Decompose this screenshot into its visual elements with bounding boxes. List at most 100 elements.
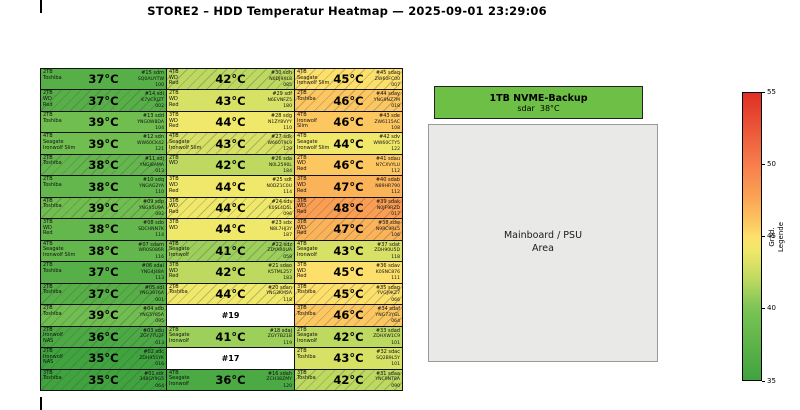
hdd-capacity-model: 3TB WD Red xyxy=(169,111,179,130)
colorbar: 55 50 45 40 35 xyxy=(742,88,776,384)
mainboard-psu-label: Mainboard / PSU Area xyxy=(503,230,583,254)
hdd-cell-meta: #28 sdg N1ZY8VYY 110 xyxy=(268,113,292,131)
hdd-cell: 2TB Ironwolf NAS 35°C #02 sdc ZDH955YK 0… xyxy=(41,348,167,370)
hdd-cell-meta: #01 sdr 34BGY9G5 064 xyxy=(140,371,164,389)
colorbar-tick-label: 35 xyxy=(767,376,776,385)
hdd-cell: 2TB Ironwolf NAS 36°C #03 sdu ZGY77U2F 0… xyxy=(41,326,167,349)
hdd-slot-device: #04 sdb xyxy=(142,306,164,313)
hdd-hours: 096 xyxy=(283,211,292,217)
hdd-hours: 119 xyxy=(283,340,292,346)
hdd-slot-device: #26 sda xyxy=(271,155,292,162)
hdd-capacity-model: 3TB WD Red xyxy=(297,262,307,280)
hdd-hours: 090 xyxy=(391,383,400,389)
hdd-slot-device: #21 sdao xyxy=(267,263,292,270)
hdd-hours: 111 xyxy=(391,276,400,282)
hdd-cell: 4TB Toshiba 39°C #09 sdp YNGX5U9A 092 xyxy=(41,197,167,220)
hdd-hours: 122 xyxy=(391,147,400,153)
hdd-hours: 106 xyxy=(391,233,400,239)
figure-title: STORE2 – HDD Temperatur Heatmap — 2025-0… xyxy=(147,4,547,18)
hdd-temp: 43°C xyxy=(215,136,246,151)
hdd-temp: 35°C xyxy=(88,351,119,366)
hdd-hours: 183 xyxy=(283,276,292,282)
hdd-capacity-model: 2TB Toshiba xyxy=(43,283,62,296)
hdd-serial: N6EVNFZ5 xyxy=(267,98,292,104)
hdd-serial: N0L2590L xyxy=(268,162,292,168)
hdd-hours: 101 xyxy=(391,362,400,368)
hdd-temp: 37°C xyxy=(88,265,119,280)
hdd-cell: 3TB WD Red 42°C #21 sdao K5TML257 183 xyxy=(167,262,295,284)
hdd-serial: N0JF9RZD xyxy=(376,205,400,211)
hdd-cell-meta: #35 sdag YVGJ9KZ7 066 xyxy=(376,285,400,303)
hdd-cell: 3TB Toshiba 45°C #35 sdag YVGJ9KZ7 066 xyxy=(295,283,403,306)
hdd-cell-meta: #25 sdt N0DZ1C0U 114 xyxy=(267,177,292,195)
hdd-cell-meta: #04 sdb YNG5Y85A 095 xyxy=(139,306,164,324)
hdd-hours: 064 xyxy=(155,383,164,389)
hdd-serial: ZGY7B21B xyxy=(267,334,292,340)
hdd-temp: 45°C xyxy=(333,72,364,87)
colorbar-tick xyxy=(762,380,765,382)
hdd-cell: 4TB Seagate Ironwolf 36°C #16 sdah ZCH38… xyxy=(167,369,295,391)
hdd-capacity-model: 2TB Toshiba xyxy=(297,90,316,103)
hdd-slot-device: #33 sdad xyxy=(375,327,400,334)
hdd-cell-meta: #33 sdad ZDHXW1C9 101 xyxy=(373,328,400,346)
hdd-capacity-model: 2TB WD Red xyxy=(297,154,307,173)
hdd-serial: YNG0W8DA xyxy=(137,119,164,125)
hdd-cell: 3TB Toshiba 35°C #01 sdr 34BGY9G5 064 xyxy=(41,369,167,391)
hdd-slot-device: #07 sdam xyxy=(138,241,164,248)
hdd-slot-device: #08 sdo xyxy=(143,220,164,227)
colorbar-title: Grad. Legende xyxy=(768,221,785,253)
hdd-temp: 37°C xyxy=(88,72,119,87)
hdd-hours: 116 xyxy=(155,254,164,260)
hdd-cell-meta: #40 sdab N89HR790 112 xyxy=(375,177,400,195)
hdd-hours: 058 xyxy=(283,254,292,260)
hdd-temp: 43°C xyxy=(215,93,246,108)
hdd-cell: 3TB WD Red 38°C #08 sdo SDCHNN7K 114 xyxy=(41,219,167,241)
hdd-serial: N9RC9RL5 xyxy=(375,226,400,232)
hdd-cell: 2TB WD Red 46°C #41 sdau N7CXVYLU 112 xyxy=(295,154,403,177)
hdd-slot-device: #34 sdaf xyxy=(377,306,400,313)
hdd-hours: 112 xyxy=(391,190,400,196)
empty-slot-number: #17 xyxy=(221,353,240,363)
hdd-cell: 2TB Toshiba 37°C #15 sdm SQ0AUYTW 100 xyxy=(41,69,167,91)
hdd-temp: 42°C xyxy=(333,329,364,344)
colorbar-tick xyxy=(762,91,765,93)
hdd-cell: 4TB Seagate Ironwolf Slim 43°C #27 sdk W… xyxy=(167,133,295,155)
hdd-cell-meta: #12 sdn WW60CK42 121 xyxy=(137,134,164,152)
hdd-serial: YNG3976A xyxy=(139,291,164,297)
hdd-capacity-model: 2TB WD Red xyxy=(169,90,179,108)
hdd-serial: K7VCRJZT xyxy=(141,98,164,104)
hdd-hours: 110 xyxy=(155,190,164,196)
hdd-cell-meta: #37 sdat ZDH90U5D 118 xyxy=(374,242,400,260)
hdd-temp: 44°C xyxy=(215,201,246,216)
hdd-capacity-model: 4TB WD Red xyxy=(169,69,179,87)
hdd-serial: ZGY77U2F xyxy=(139,334,164,340)
hdd-cell: 3TB WD Red 44°C #28 sdg N1ZY8VYY 110 xyxy=(167,111,295,134)
hdd-slot-device: #12 sdn xyxy=(142,134,164,141)
hdd-serial: YVGJ9KZ7 xyxy=(377,291,400,297)
hdd-temp: 45°C xyxy=(333,286,364,301)
hdd-capacity-model: 2TB WD xyxy=(169,154,179,167)
hdd-slot-device: #20 sdan xyxy=(267,284,292,291)
hdd-serial: N7CXVYLU xyxy=(375,162,400,168)
hdd-temp: 48°C xyxy=(333,201,364,216)
hdd-hours: 002 xyxy=(155,104,164,110)
hdd-cell: 4TB Seagate Ironwolf Slim 45°C #45 sdaq … xyxy=(295,69,403,91)
hdd-slot-device: #31 sdaa xyxy=(375,370,400,377)
hdd-slot-device: #45 sdaq xyxy=(375,70,400,76)
hdd-serial: WR0S086R xyxy=(138,248,164,254)
hdd-cell: 3TB WD Red 47°C #40 sdab N89HR790 112 xyxy=(295,176,403,198)
hdd-capacity-model: 2TB Toshiba xyxy=(297,348,316,360)
hdd-capacity-model: 4TB Seagate Ironwolf Slim xyxy=(169,133,202,151)
hdd-capacity-model: 3TB WD Red xyxy=(43,219,53,237)
hdd-serial: SQ0AUYTW xyxy=(137,76,164,82)
hdd-cell: 2TB Toshiba 38°C #10 sdq YNGAG2YA 110 xyxy=(41,176,167,198)
hdd-slot-device: #35 sdag xyxy=(375,284,400,291)
hdd-slot-device: #27 sdk xyxy=(271,134,292,141)
hdd-serial: YNG73YGL xyxy=(375,312,400,318)
hdd-slot-device: #10 sdq xyxy=(142,177,164,184)
hdd-cell: 3TB WD Red 47°C #38 sdw N9RC9RL5 106 xyxy=(295,219,403,241)
hdd-cell: 4TB Seagate Ironwolf Slim 44°C #42 sdv W… xyxy=(295,133,403,155)
hdd-capacity-model: 4TB Seagate Ironwolf Slim xyxy=(43,133,76,151)
hdd-hours: 184 xyxy=(283,168,292,174)
hdd-cell-meta: #07 sdam WR0S086R 116 xyxy=(138,242,164,260)
